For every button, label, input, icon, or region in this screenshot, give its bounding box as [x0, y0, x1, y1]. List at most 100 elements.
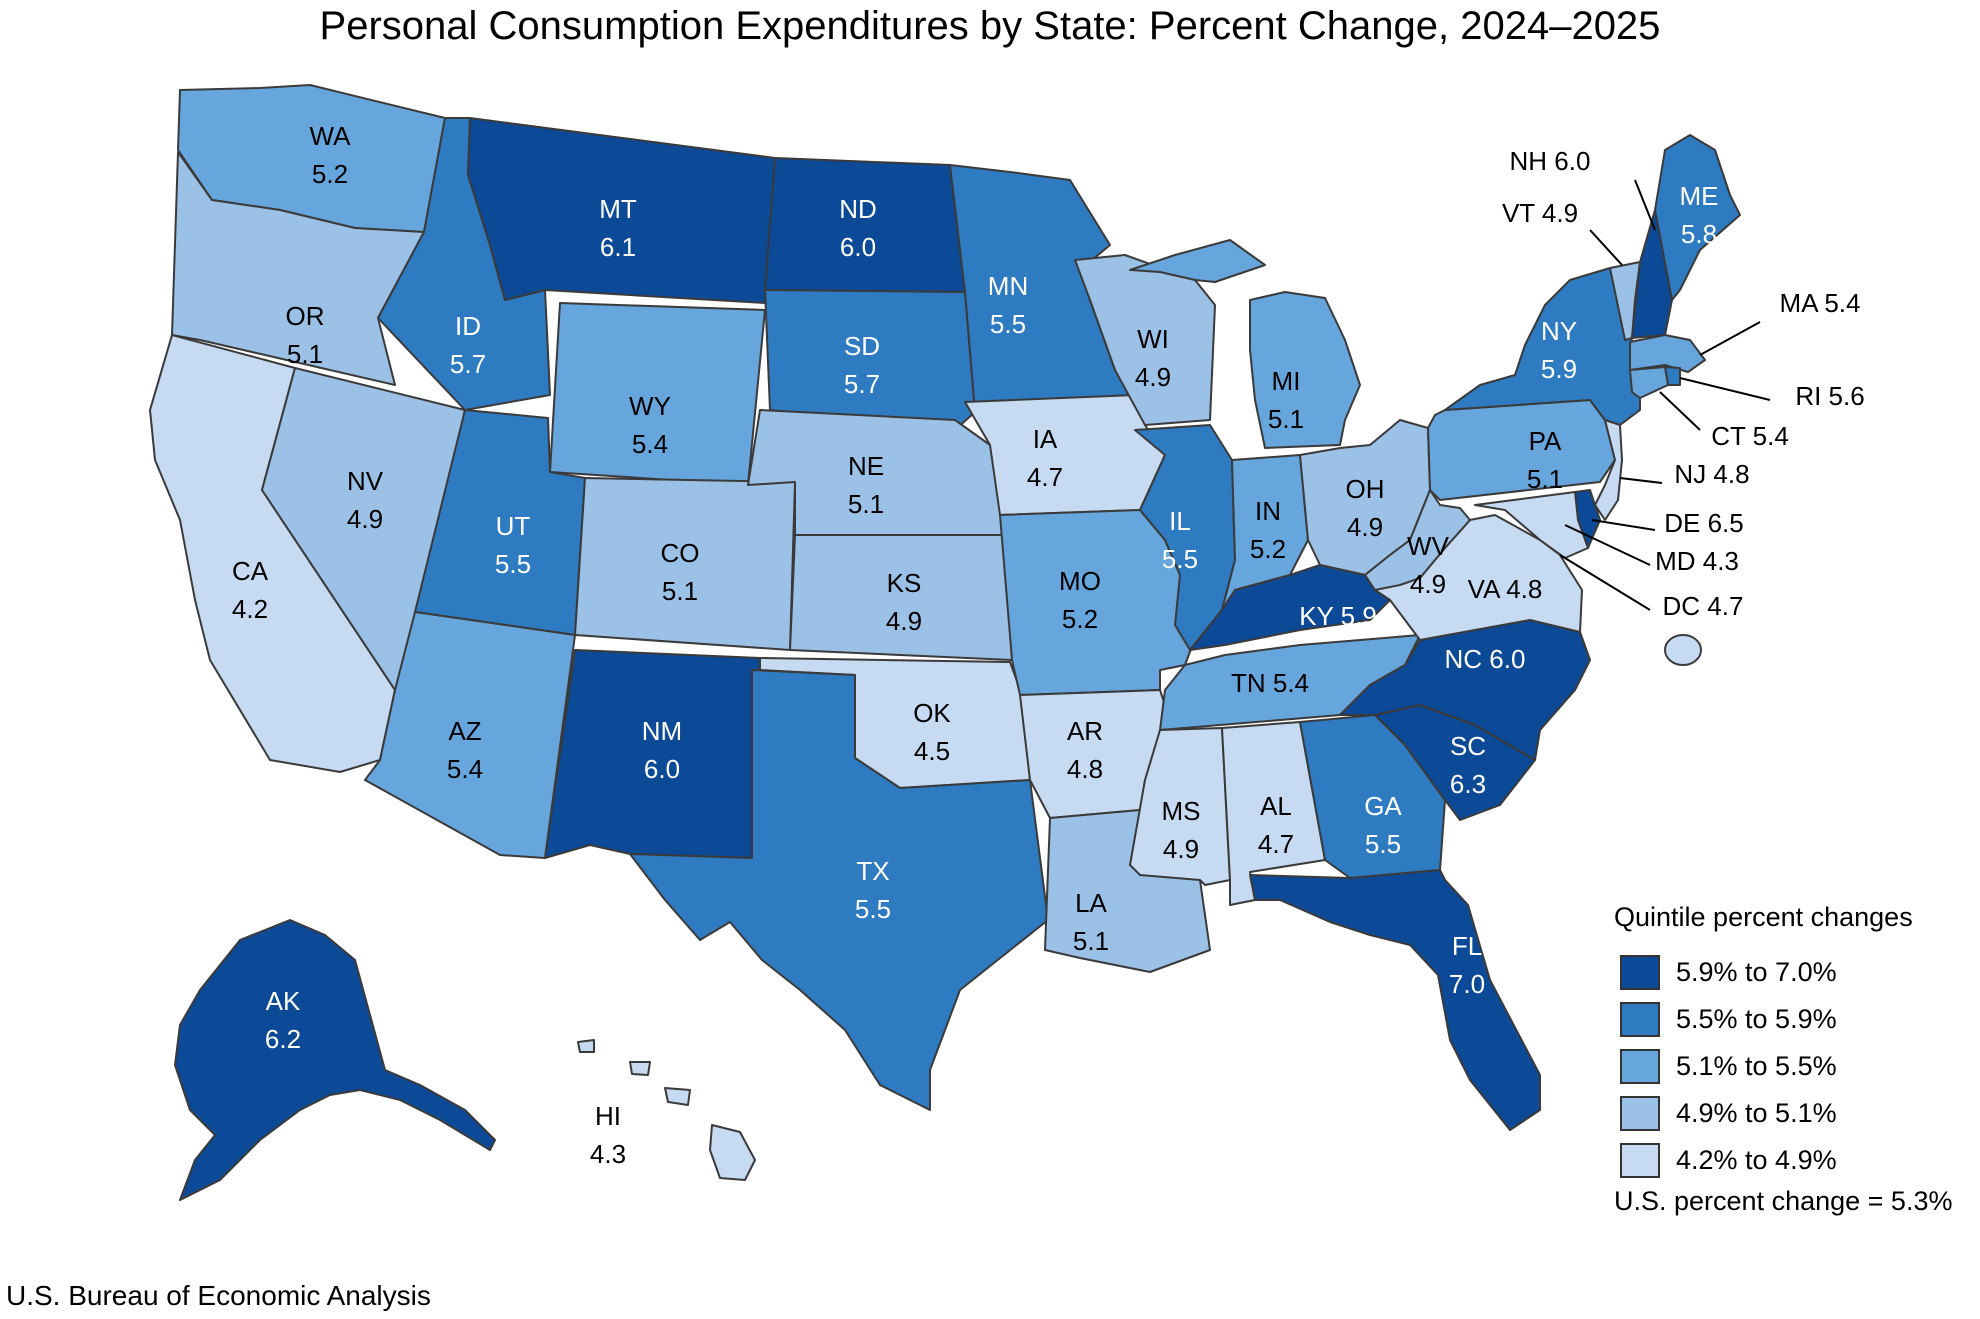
state-value-ne: 5.1 [848, 489, 884, 519]
state-value-fl: 7.0 [1449, 969, 1485, 999]
legend-item: 5.9% to 7.0% [1614, 949, 1974, 996]
leader-line-de [1591, 519, 1656, 531]
state-label-ny: NY [1541, 316, 1577, 346]
state-value-nm: 6.0 [644, 754, 680, 784]
legend-item: 5.5% to 5.9% [1614, 996, 1974, 1043]
state-label-oh: OH [1346, 474, 1385, 504]
leader-line-dc [1559, 554, 1651, 611]
state-label-ia: IA [1033, 424, 1058, 454]
state-value-tx: 5.5 [855, 894, 891, 924]
legend-title: Quintile percent changes [1614, 902, 1913, 932]
state-value-ga: 5.5 [1365, 829, 1401, 859]
state-value-wa: 5.2 [312, 159, 348, 189]
state-label-id: ID [455, 311, 481, 341]
state-me [1654, 134, 1741, 301]
state-label-dc: DC 4.7 [1663, 591, 1744, 621]
state-label-la: LA [1075, 888, 1107, 918]
leader-line-ma [1699, 321, 1761, 356]
state-label-tn: TN 5.4 [1231, 668, 1309, 698]
source-credit: U.S. Bureau of Economic Analysis [6, 1280, 431, 1311]
state-value-ia: 4.7 [1027, 462, 1063, 492]
state-value-hi: 4.3 [590, 1139, 626, 1169]
state-label-ar: AR [1067, 716, 1103, 746]
state-hi [664, 1087, 691, 1106]
state-label-nj: NJ 4.8 [1674, 459, 1749, 489]
state-value-mt: 6.1 [600, 232, 636, 262]
state-label-ms: MS [1162, 796, 1201, 826]
legend-item: 4.9% to 5.1% [1614, 1090, 1974, 1137]
state-label-wy: WY [629, 391, 671, 421]
leader-line-vt [1589, 229, 1623, 266]
state-hi [629, 1061, 651, 1076]
state-az [364, 611, 576, 859]
state-label-ks: KS [887, 568, 922, 598]
state-value-sd: 5.7 [844, 369, 880, 399]
legend-label: 5.5% to 5.9% [1676, 1004, 1837, 1034]
state-label-wa: WA [310, 121, 352, 151]
state-value-ms: 4.9 [1163, 834, 1199, 864]
state-value-ut: 5.5 [495, 549, 531, 579]
legend-label: 4.2% to 4.9% [1676, 1145, 1837, 1175]
legend-swatch [1620, 1143, 1660, 1178]
state-mi [1249, 291, 1361, 449]
state-label-nd: ND [839, 194, 877, 224]
state-label-nm: NM [642, 716, 682, 746]
state-label-in: IN [1255, 496, 1281, 526]
state-label-de: DE 6.5 [1664, 508, 1744, 538]
state-fl [1249, 869, 1541, 1131]
state-hi [709, 1124, 756, 1181]
state-value-pa: 5.1 [1527, 464, 1563, 494]
state-value-wv: 4.9 [1410, 569, 1446, 599]
state-nj [1594, 419, 1623, 521]
state-label-ky: KY 5.9 [1299, 601, 1377, 631]
state-value-wy: 5.4 [632, 429, 668, 459]
state-nd [764, 157, 966, 293]
state-value-ak: 6.2 [265, 1024, 301, 1054]
map-title: Personal Consumption Expenditures by Sta… [319, 4, 1661, 48]
legend-swatch [1620, 1049, 1660, 1084]
state-label-ca: CA [232, 556, 269, 586]
state-value-in: 5.2 [1250, 534, 1286, 564]
legend-swatch [1620, 955, 1660, 990]
state-label-wi: WI [1137, 324, 1169, 354]
state-wv [1364, 489, 1471, 591]
state-label-pa: PA [1529, 426, 1562, 456]
state-value-or: 5.1 [287, 339, 323, 369]
state-label-ga: GA [1364, 791, 1402, 821]
state-tx [629, 669, 1049, 1111]
state-value-sc: 6.3 [1450, 769, 1486, 799]
state-value-mi: 5.1 [1268, 404, 1304, 434]
legend-swatch [1620, 1096, 1660, 1131]
state-label-ak: AK [266, 986, 301, 1016]
state-label-il: IL [1169, 506, 1191, 536]
state-hi [577, 1039, 595, 1053]
state-value-oh: 4.9 [1347, 512, 1383, 542]
leader-line-ri [1679, 377, 1771, 401]
state-value-co: 5.1 [662, 576, 698, 606]
state-value-wi: 4.9 [1135, 362, 1171, 392]
state-mi [1129, 239, 1266, 283]
state-label-nc: NC 6.0 [1445, 644, 1526, 674]
leader-line-nj [1619, 477, 1663, 484]
state-value-mo: 5.2 [1062, 604, 1098, 634]
state-label-nv: NV [347, 466, 384, 496]
state-value-il: 5.5 [1162, 544, 1198, 574]
state-label-fl: FL [1452, 931, 1482, 961]
state-label-az: AZ [448, 716, 481, 746]
state-value-id: 5.7 [450, 349, 486, 379]
state-label-nh: NH 6.0 [1510, 146, 1591, 176]
state-dc [1664, 634, 1702, 666]
state-label-wv: WV [1407, 531, 1450, 561]
leader-line-md [1564, 524, 1651, 566]
state-nh [1631, 209, 1673, 339]
us-percent-change: U.S. percent change = 5.3% [1614, 1186, 1953, 1216]
legend-label: 5.9% to 7.0% [1676, 957, 1837, 987]
state-label-ne: NE [848, 451, 884, 481]
state-value-ca: 4.2 [232, 594, 268, 624]
state-label-mo: MO [1059, 566, 1101, 596]
state-label-mn: MN [988, 271, 1028, 301]
legend-label: 5.1% to 5.5% [1676, 1051, 1837, 1081]
state-il [1134, 424, 1236, 651]
state-value-az: 5.4 [447, 754, 483, 784]
state-label-va: VA 4.8 [1468, 574, 1543, 604]
